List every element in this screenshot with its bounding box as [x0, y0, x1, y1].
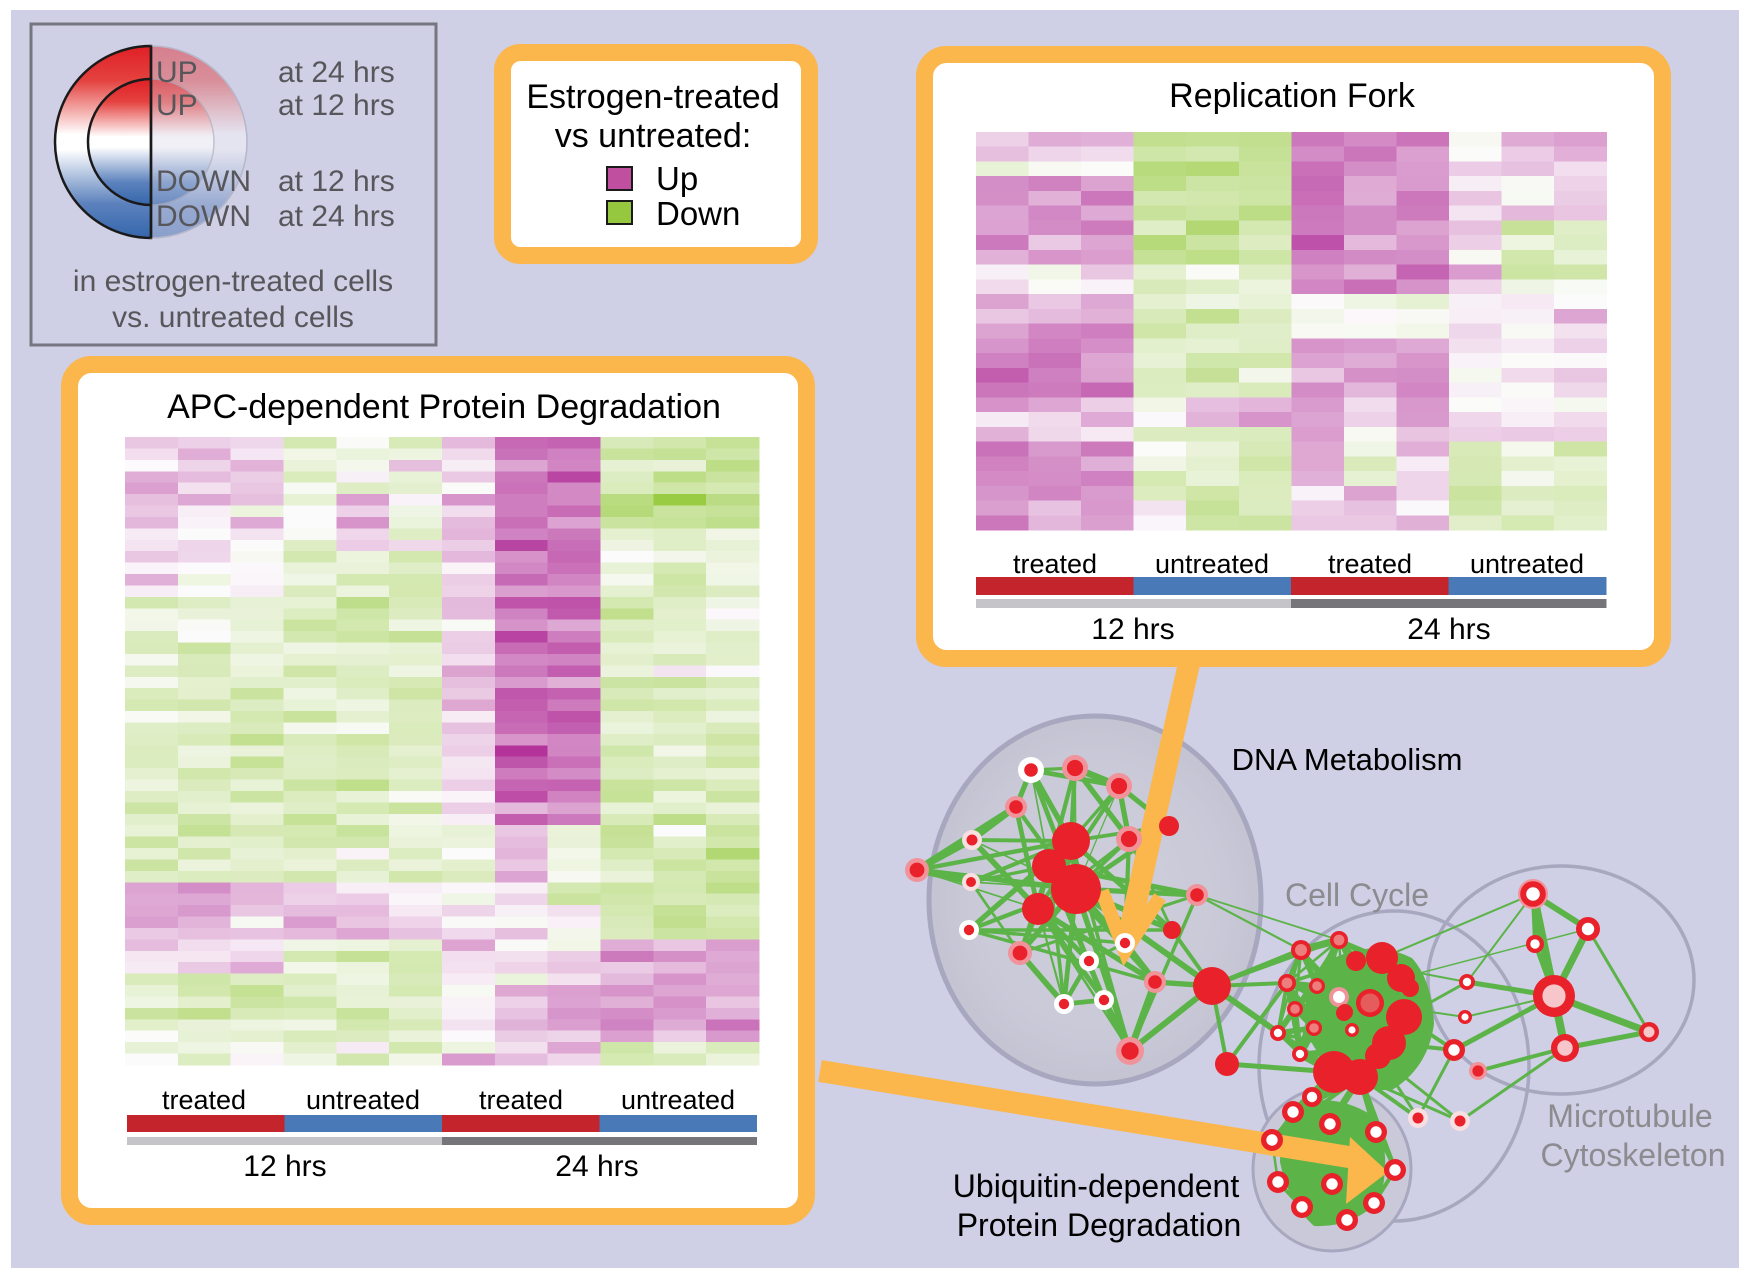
svg-text:24 hrs: 24 hrs: [555, 1150, 638, 1183]
svg-text:treated: treated: [1013, 549, 1097, 579]
svg-text:untreated: untreated: [621, 1085, 735, 1115]
svg-text:Cytoskeleton: Cytoskeleton: [1541, 1137, 1726, 1173]
svg-text:Replication Fork: Replication Fork: [1169, 77, 1416, 115]
svg-text:Up: Up: [656, 160, 698, 197]
svg-text:treated: treated: [479, 1085, 563, 1115]
svg-text:12 hrs: 12 hrs: [243, 1150, 326, 1183]
svg-text:in estrogen-treated cells: in estrogen-treated cells: [73, 265, 393, 298]
svg-text:Down: Down: [656, 195, 740, 232]
svg-text:vs. untreated cells: vs. untreated cells: [112, 301, 354, 334]
svg-text:untreated: untreated: [306, 1085, 420, 1115]
svg-text:untreated: untreated: [1470, 549, 1584, 579]
svg-text:DNA Metabolism: DNA Metabolism: [1232, 742, 1463, 777]
svg-text:Estrogen-treated: Estrogen-treated: [526, 78, 779, 116]
svg-text:Microtubule: Microtubule: [1547, 1098, 1712, 1134]
svg-text:at 24 hrs: at 24 hrs: [278, 56, 395, 89]
svg-text:treated: treated: [162, 1085, 246, 1115]
svg-text:Cell Cycle: Cell Cycle: [1285, 877, 1429, 913]
svg-text:treated: treated: [1328, 549, 1412, 579]
svg-text:APC-dependent Protein Degradat: APC-dependent Protein Degradation: [167, 388, 721, 426]
svg-text:24 hrs: 24 hrs: [1407, 613, 1490, 646]
svg-text:untreated: untreated: [1155, 549, 1269, 579]
svg-text:DOWN: DOWN: [156, 200, 251, 233]
svg-text:DOWN: DOWN: [156, 165, 251, 198]
svg-text:UP: UP: [156, 89, 198, 122]
svg-text:Protein Degradation: Protein Degradation: [957, 1207, 1242, 1243]
svg-text:at 12 hrs: at 12 hrs: [278, 89, 395, 122]
svg-text:Ubiquitin-dependent: Ubiquitin-dependent: [953, 1168, 1240, 1204]
svg-text:at 12 hrs: at 12 hrs: [278, 165, 395, 198]
svg-text:at 24 hrs: at 24 hrs: [278, 200, 395, 233]
svg-text:vs untreated:: vs untreated:: [555, 117, 752, 155]
svg-text:12 hrs: 12 hrs: [1091, 613, 1174, 646]
svg-text:UP: UP: [156, 56, 198, 89]
